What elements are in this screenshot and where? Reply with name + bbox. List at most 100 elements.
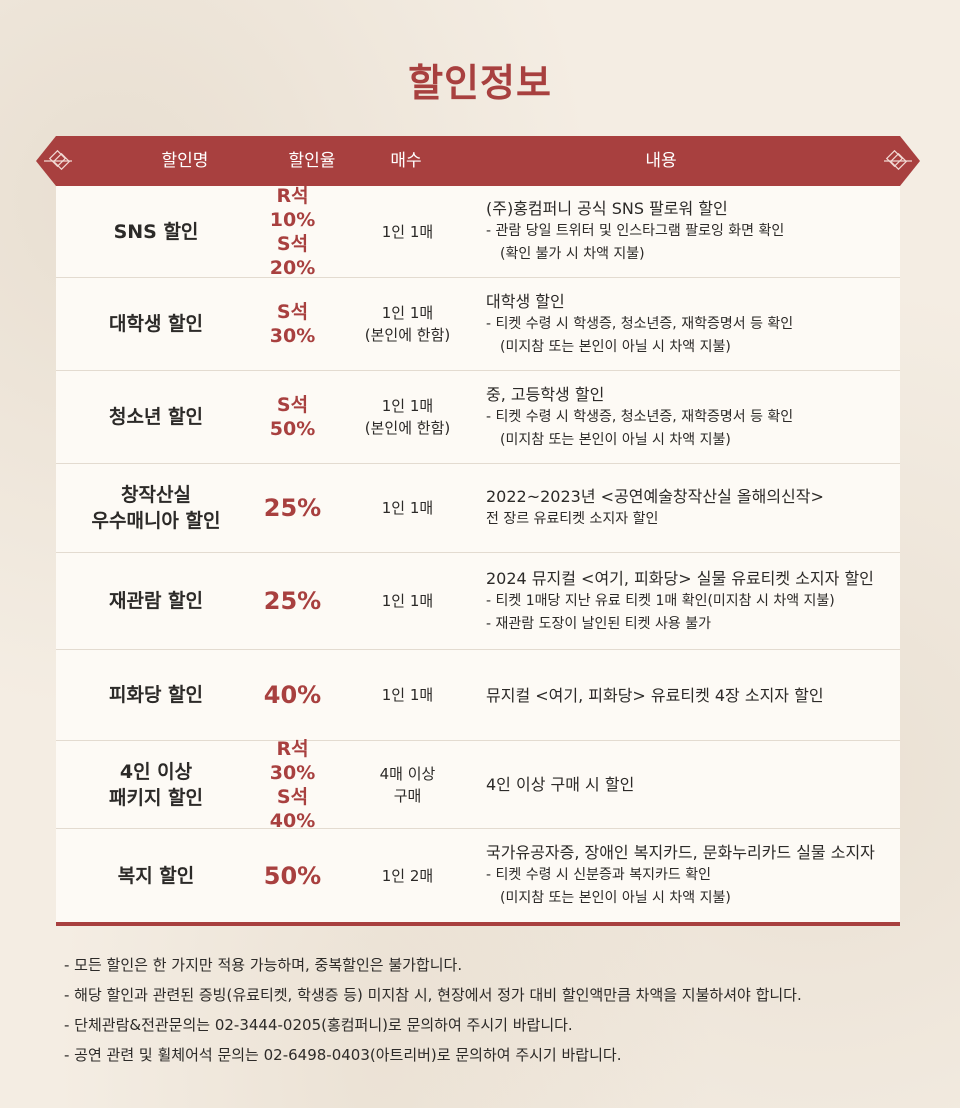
discount-desc-line: - 티켓 수령 시 학생증, 청소년증, 재학증명서 등 확인 — [486, 315, 794, 332]
discount-name-line: 창작산실 — [121, 484, 191, 506]
ticket-qty-line: 1인 1매 — [381, 397, 434, 415]
ticket-qty: 1인 1매 — [329, 684, 486, 706]
table-row: 창작산실 우수매니아 할인 25% 1인 1매 2022~2023년 <공연예술창작산실… — [56, 464, 900, 553]
discount-name-line: 우수매니아 할인 — [91, 510, 221, 532]
table-row: 피화당 할인 40% 1인 1매 뮤지컬 <여기, 피화당> 유료티켓 4장 소지자 … — [56, 650, 900, 741]
table-row: 복지 할인 50% 1인 2매 국가유공자증, 장애인 복지카드, 문화누리카드 실물… — [56, 829, 900, 926]
discount-desc: 국가유공자증, 장애인 복지카드, 문화누리카드 실물 소지자 - 티켓 수령 시… — [486, 841, 900, 910]
discount-desc-line: (미지참 또는 본인이 아닐 시 차액 지불) — [500, 338, 731, 355]
discount-rate-line: S석 50% — [269, 394, 316, 440]
header-name: 할인명 — [161, 151, 209, 171]
note-item: - 모든 할인은 한 가지만 적용 가능하며, 중복할인은 불가합니다. — [64, 956, 463, 974]
ticket-qty-line: 4매 이상 — [379, 764, 436, 783]
note-item: - 해당 할인과 관련된 증빙(유료티켓, 학생증 등) 미지참 시, 현장에서… — [64, 986, 802, 1004]
ticket-qty-line: (본인에 한함) — [364, 419, 451, 437]
ticket-qty-line: 1인 1매 — [381, 686, 434, 704]
note-item: - 단체관람&전관문의는 02-3444-0205(홍컴퍼니)로 문의하여 주시… — [64, 1016, 573, 1034]
discount-rate: S석 50% — [256, 393, 329, 441]
discount-name-line: SNS 할인 — [113, 220, 199, 243]
discount-rate: S석 30% — [256, 300, 329, 348]
discount-desc-line: - 재관람 도장이 날인된 티켓 사용 불가 — [486, 615, 711, 632]
discount-desc-line: 2024 뮤지컬 <여기, 피화당> 실물 유료티켓 소지자 할인 — [486, 568, 874, 588]
discount-rate-line: R석 30% — [269, 737, 316, 784]
discount-desc-line: 중, 고등학생 할인 — [486, 384, 605, 404]
discount-name-line: 패키지 할인 — [108, 786, 203, 809]
discount-desc: 2024 뮤지컬 <여기, 피화당> 실물 유료티켓 소지자 할인 - 티켓 1매… — [486, 567, 900, 636]
ticket-qty: 1인 1매 — [329, 221, 486, 243]
ticket-qty-line: 1인 1매 — [381, 222, 434, 241]
discount-desc-line: (미지참 또는 본인이 아닐 시 차액 지불) — [500, 431, 731, 448]
table-row: 청소년 할인 S석 50% 1인 1매 (본인에 한함) 중, 고등학생 할인 - 티켓 … — [56, 371, 900, 464]
discount-rate: 50% — [256, 864, 329, 888]
discount-name: 피화당 할인 — [56, 682, 256, 708]
discount-name-line: 청소년 할인 — [108, 406, 203, 428]
notes-list: - 모든 할인은 한 가지만 적용 가능하며, 중복할인은 불가합니다. - 해당… — [64, 950, 924, 1070]
table-row: 4인 이상 패키지 할인 R석 30% S석 40% 4매 이상 구매 4인 이상 구매 시… — [56, 738, 900, 832]
discount-desc: (주)홍컴퍼니 공식 SNS 팔로워 할인 - 관람 당일 트위터 및 인스타그램… — [486, 197, 900, 266]
discount-desc: 4인 이상 구매 시 할인 — [486, 773, 900, 796]
discount-desc-line: - 티켓 수령 시 학생증, 청소년증, 재학증명서 등 확인 — [486, 408, 794, 425]
header-qty: 매수 — [390, 151, 422, 171]
discount-name-line: 복지 할인 — [117, 864, 195, 887]
ticket-qty: 1인 1매 (본인에 한함) — [329, 395, 486, 439]
discount-desc-line: - 관람 당일 트위터 및 인스타그램 팔로잉 화면 확인 — [486, 223, 785, 239]
knot-ornament-right-icon — [884, 149, 912, 171]
discount-rate: 40% — [256, 683, 329, 707]
discount-rate-line: S석 20% — [269, 232, 316, 279]
table-row: 재관람 할인 25% 1인 1매 2024 뮤지컬 <여기, 피화당> 실물 유료티켓… — [56, 553, 900, 650]
discount-rate: 25% — [256, 589, 329, 613]
discount-name: 대학생 할인 — [56, 311, 256, 337]
table-header: 할인명 할인율 매수 내용 — [36, 136, 920, 186]
discount-name-line: 재관람 할인 — [108, 590, 203, 612]
knot-ornament-left-icon — [44, 149, 72, 171]
table-row: SNS 할인 R석 10% S석 20% 1인 1매 (주)홍컴퍼니 공식 SNS 팔로… — [56, 184, 900, 280]
discount-desc-line: (미지참 또는 본인이 아닐 시 차액 지불) — [500, 890, 731, 906]
discount-name: 복지 할인 — [56, 863, 256, 889]
ticket-qty-line: (본인에 한함) — [364, 326, 451, 344]
discount-rate: R석 30% S석 40% — [256, 737, 329, 833]
ticket-qty-line: 1인 2매 — [381, 866, 434, 885]
ticket-qty: 1인 1매 (본인에 한함) — [329, 302, 486, 346]
header-rate: 할인율 — [288, 151, 336, 171]
discount-desc-line: 전 장르 유료티켓 소지자 할인 — [486, 511, 659, 527]
ticket-qty-line: 1인 1매 — [381, 592, 434, 610]
discount-desc-line: 2022~2023년 <공연예술창작산실 올해의신작> — [486, 487, 824, 506]
discount-name-line: 피화당 할인 — [108, 684, 203, 706]
discount-desc-line: - 티켓 수령 시 신분증과 복지카드 확인 — [486, 867, 711, 883]
discount-table: SNS 할인 R석 10% S석 20% 1인 1매 (주)홍컴퍼니 공식 SNS 팔로… — [56, 184, 900, 926]
discount-desc-line: 대학생 할인 — [486, 291, 565, 311]
discount-desc: 뮤지컬 <여기, 피화당> 유료티켓 4장 소지자 할인 — [486, 684, 900, 707]
discount-desc-line: - 티켓 1매당 지난 유료 티켓 1매 확인(미지참 시 차액 지불) — [486, 592, 835, 609]
table-row: 대학생 할인 S석 30% 1인 1매 (본인에 한함) 대학생 할인 - 티켓 수령 시… — [56, 278, 900, 371]
page-title: 할인정보 — [408, 61, 552, 105]
discount-rate: 25% — [256, 496, 329, 520]
discount-name: 청소년 할인 — [56, 404, 256, 430]
discount-desc: 2022~2023년 <공연예술창작산실 올해의신작> 전 장르 유료티켓 소지자… — [486, 485, 900, 531]
ticket-qty-line: 1인 1매 — [381, 499, 434, 517]
discount-rate-line: 40% — [263, 681, 322, 709]
discount-rate-line: 25% — [263, 494, 322, 522]
discount-name: 재관람 할인 — [56, 588, 256, 614]
discount-rate: R석 10% S석 20% — [256, 184, 329, 280]
discount-rate-line: S석 30% — [269, 301, 316, 347]
discount-desc-line: 뮤지컬 <여기, 피화당> 유료티켓 4장 소지자 할인 — [486, 685, 824, 705]
ticket-qty: 1인 1매 — [329, 590, 486, 612]
discount-name-line: 4인 이상 — [119, 760, 193, 783]
discount-rate-line: 25% — [263, 587, 322, 615]
ticket-qty: 1인 2매 — [329, 865, 486, 887]
discount-desc: 대학생 할인 - 티켓 수령 시 학생증, 청소년증, 재학증명서 등 확인 (미지… — [486, 290, 900, 359]
discount-rate-line: 50% — [263, 861, 322, 890]
discount-name-line: 대학생 할인 — [108, 313, 203, 335]
discount-rate-line: S석 40% — [269, 785, 316, 832]
header-desc: 내용 — [645, 151, 677, 171]
discount-desc-line: (주)홍컴퍼니 공식 SNS 팔로워 할인 — [486, 199, 728, 218]
header-ribbon-shape — [36, 136, 920, 186]
discount-desc-line: 국가유공자증, 장애인 복지카드, 문화누리카드 실물 소지자 — [486, 843, 875, 862]
discount-desc: 중, 고등학생 할인 - 티켓 수령 시 학생증, 청소년증, 재학증명서 등 확… — [486, 383, 900, 452]
ticket-qty-line: 구매 — [393, 786, 422, 805]
ticket-qty: 1인 1매 — [329, 497, 486, 519]
discount-desc-line: 4인 이상 구매 시 할인 — [486, 775, 635, 794]
